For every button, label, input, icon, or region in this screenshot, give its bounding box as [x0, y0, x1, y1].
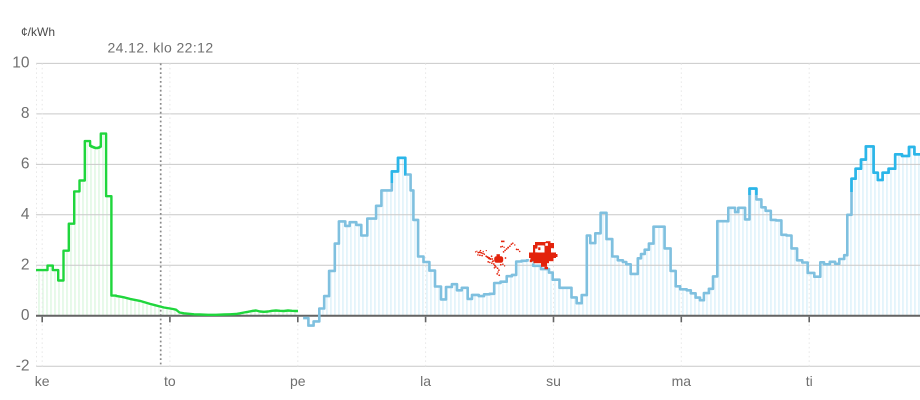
svg-text:8: 8 [21, 105, 30, 122]
svg-text:ti: ti [806, 373, 813, 389]
svg-text:ke: ke [35, 373, 50, 389]
svg-text:0: 0 [21, 307, 30, 324]
svg-text:24.12. klo 22:12: 24.12. klo 22:12 [107, 40, 213, 56]
svg-text:-2: -2 [16, 358, 30, 375]
svg-text:4: 4 [21, 206, 30, 223]
svg-text:6: 6 [21, 156, 30, 173]
svg-text:¢/kWh: ¢/kWh [21, 25, 55, 39]
svg-text:su: su [546, 373, 561, 389]
svg-text:pe: pe [290, 373, 306, 389]
svg-text:ma: ma [672, 373, 692, 389]
svg-text:2: 2 [21, 257, 30, 274]
svg-text:la: la [420, 373, 431, 389]
svg-text:to: to [164, 373, 176, 389]
svg-text:10: 10 [12, 55, 30, 72]
